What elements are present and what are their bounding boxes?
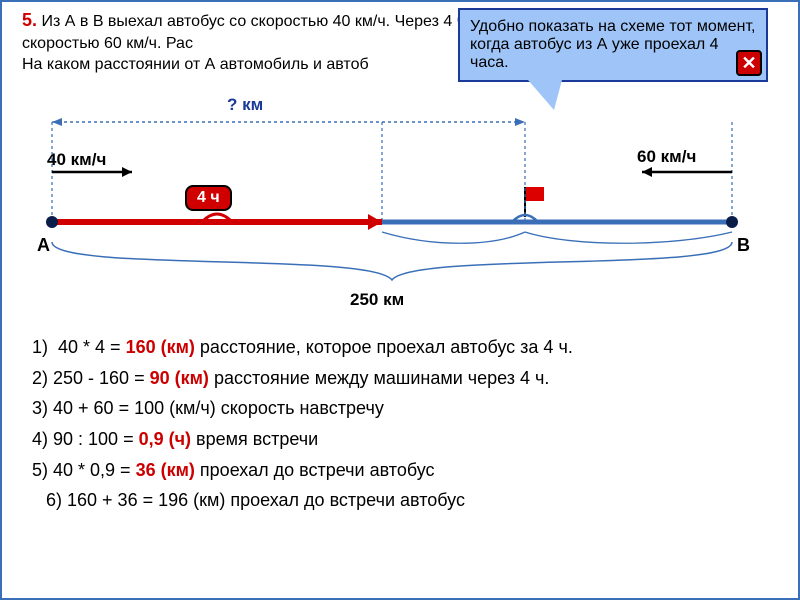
- distance-label: 250 км: [350, 290, 404, 310]
- step-2: 2) 250 - 160 = 90 (км) расстояние между …: [32, 368, 768, 389]
- step-3: 3) 40 + 60 = 100 (км/ч) скорость навстре…: [32, 398, 768, 419]
- step-5: 5) 40 * 0,9 = 36 (км) проехал до встречи…: [32, 460, 768, 481]
- step-1: 1) 40 * 4 = 160 (км) расстояние, которое…: [32, 337, 768, 358]
- solution-steps: 1) 40 * 4 = 160 (км) расстояние, которое…: [32, 327, 768, 521]
- step-5-answer: 36 (км): [136, 460, 195, 480]
- route-diagram: [22, 112, 762, 292]
- step-6: 6) 160 + 36 = 196 (км) проехал до встреч…: [46, 490, 768, 511]
- step-2-answer: 90 (км): [150, 368, 209, 388]
- step-4-answer: 0,9 (ч): [139, 429, 191, 449]
- step-1-answer: 160 (км): [126, 337, 195, 357]
- close-button[interactable]: ✕: [736, 50, 762, 76]
- step-4: 4) 90 : 100 = 0,9 (ч) время встречи: [32, 429, 768, 450]
- problem-number: 5.: [22, 10, 37, 30]
- hint-text: Удобно показать на схеме тот момент, ког…: [470, 18, 755, 71]
- hint-tooltip: Удобно показать на схеме тот момент, ког…: [458, 8, 768, 82]
- problem-text-2: На каком расстоянии от А автомобиль и ав…: [22, 56, 369, 73]
